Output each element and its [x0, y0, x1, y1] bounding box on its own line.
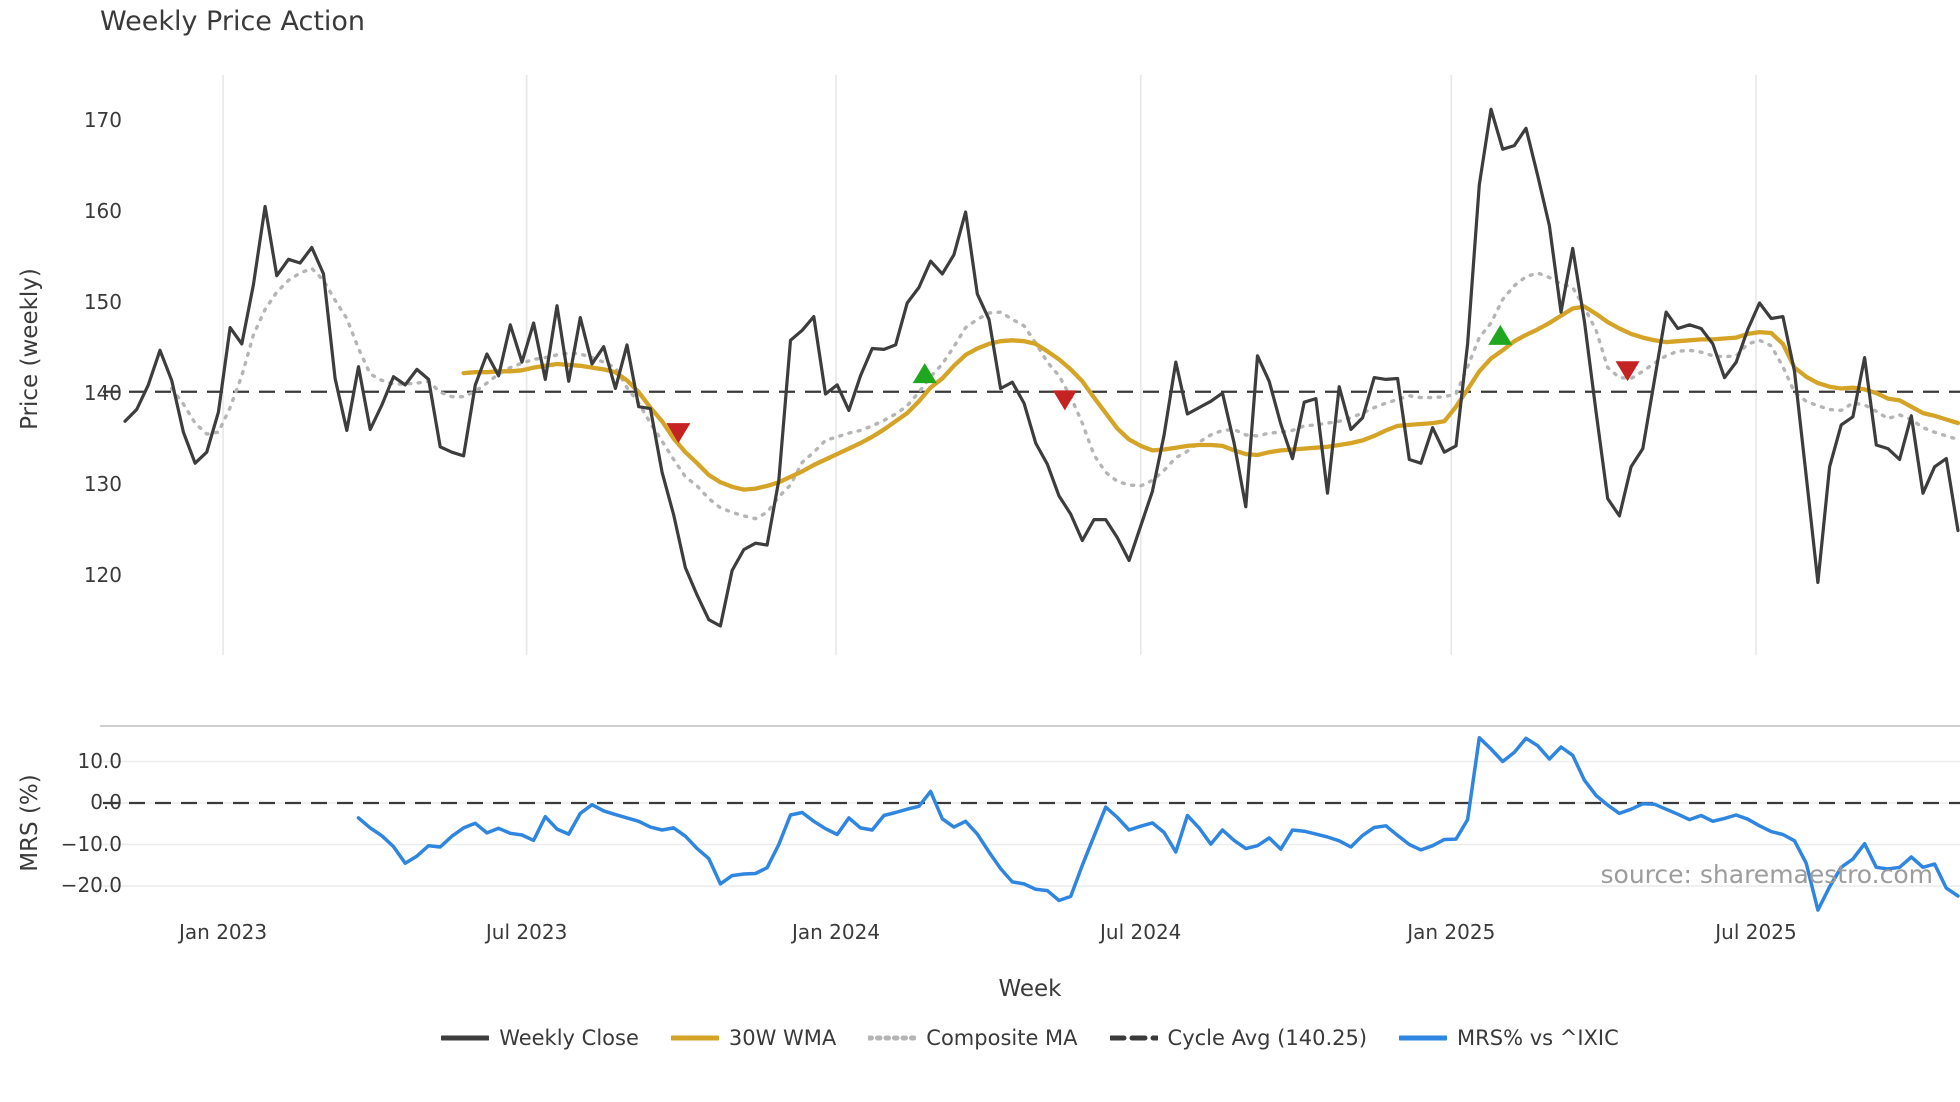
legend-swatch-dotted	[868, 1035, 917, 1041]
price-tick-label: 160	[83, 199, 122, 223]
legend-label: Cycle Avg (140.25)	[1167, 1026, 1368, 1050]
sell-signal-marker	[1052, 390, 1077, 411]
source-credit: source: sharemaestro.com	[1600, 860, 1934, 889]
legend-item: 30W WMA	[670, 1026, 837, 1050]
price-tick-label: 140	[83, 381, 122, 405]
weekly-close-line	[123, 107, 1960, 628]
legend-swatch-solid	[1399, 1035, 1448, 1041]
mrs-tick-label: 0.0	[90, 790, 122, 814]
legend-swatch-dashed	[1109, 1035, 1158, 1041]
price-axis-label: Price (weekly)	[17, 268, 43, 430]
price-tick-label: 170	[83, 108, 122, 132]
mrs-line	[356, 736, 1960, 912]
mrs-tick-label: −20.0	[60, 873, 122, 897]
legend-item: Weekly Close	[441, 1026, 639, 1050]
legend-item: Composite MA	[868, 1026, 1078, 1050]
price-tick-label: 130	[83, 472, 122, 496]
legend-item: MRS% vs ^IXIC	[1399, 1026, 1619, 1050]
legend-item: Cycle Avg (140.25)	[1109, 1026, 1368, 1050]
composite-ma-line	[169, 266, 1960, 521]
x-tick-label: Jul 2025	[1715, 920, 1797, 944]
x-tick-label: Jan 2023	[179, 920, 268, 944]
x-tick-label: Jan 2025	[1407, 920, 1496, 944]
x-tick-label: Jul 2023	[485, 920, 568, 944]
x-tick-label: Jul 2024	[1100, 920, 1182, 944]
x-tick-label: Jan 2024	[791, 920, 881, 944]
wma-30w-line	[461, 304, 1960, 492]
price-tick-label: 120	[83, 563, 122, 587]
buy-signal-marker	[1488, 324, 1513, 345]
price-tick-label: 150	[83, 290, 122, 314]
sell-signal-marker	[1615, 361, 1640, 382]
buy-signal-marker	[912, 363, 937, 384]
mrs-tick-label: −10.0	[60, 831, 122, 856]
legend-swatch-solid	[670, 1035, 719, 1041]
week-axis-label: Week	[998, 976, 1062, 1002]
legend-label: Composite MA	[926, 1026, 1078, 1050]
mrs-tick-label: 10.0	[77, 748, 122, 773]
legend-label: Weekly Close	[499, 1026, 639, 1050]
sell-signal-marker	[666, 423, 691, 444]
legend: Weekly Close 30W WMA Composite MA Cycle Avg…	[100, 1026, 1960, 1050]
legend-label: MRS% vs ^IXIC	[1457, 1026, 1619, 1050]
legend-label: 30W WMA	[728, 1026, 837, 1050]
legend-swatch-solid	[441, 1035, 490, 1041]
page-title: Weekly Price Action	[100, 6, 366, 37]
